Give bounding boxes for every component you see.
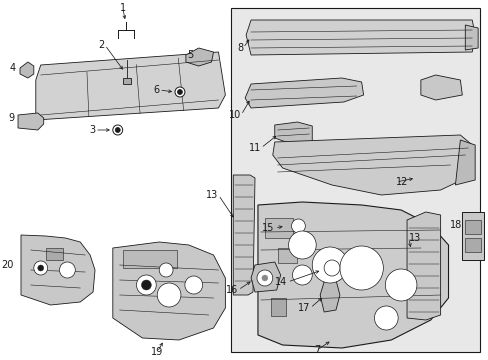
Circle shape — [141, 280, 151, 290]
Bar — [122, 250, 177, 268]
Circle shape — [38, 265, 43, 271]
Text: 20: 20 — [1, 260, 14, 270]
Circle shape — [291, 219, 305, 233]
Polygon shape — [113, 242, 225, 340]
Circle shape — [262, 275, 267, 281]
Polygon shape — [284, 215, 314, 236]
Circle shape — [175, 87, 184, 97]
Circle shape — [177, 90, 182, 95]
Circle shape — [256, 270, 272, 286]
Text: 18: 18 — [449, 220, 461, 230]
Circle shape — [288, 231, 316, 259]
Polygon shape — [245, 20, 474, 55]
Polygon shape — [454, 140, 474, 185]
Bar — [264, 218, 292, 238]
Bar — [465, 220, 480, 234]
Text: 19: 19 — [151, 347, 163, 357]
Polygon shape — [320, 280, 339, 312]
Circle shape — [374, 306, 397, 330]
Circle shape — [113, 125, 122, 135]
Polygon shape — [21, 235, 95, 305]
Circle shape — [324, 260, 339, 276]
Text: 13: 13 — [408, 233, 420, 243]
Circle shape — [136, 275, 156, 295]
Circle shape — [184, 276, 202, 294]
Text: 6: 6 — [153, 85, 159, 95]
Bar — [461, 212, 483, 260]
Polygon shape — [258, 202, 447, 348]
Circle shape — [312, 247, 347, 283]
Text: 3: 3 — [89, 125, 95, 135]
Polygon shape — [465, 25, 477, 50]
Bar — [122, 78, 130, 84]
Text: 10: 10 — [228, 110, 241, 120]
Polygon shape — [274, 122, 312, 146]
Text: 11: 11 — [248, 143, 261, 153]
Polygon shape — [233, 175, 254, 295]
Bar — [465, 238, 480, 252]
Circle shape — [115, 127, 120, 132]
Text: 17: 17 — [297, 303, 310, 313]
Polygon shape — [250, 262, 280, 292]
Polygon shape — [20, 62, 34, 78]
Circle shape — [159, 263, 173, 277]
Circle shape — [385, 269, 416, 301]
Text: 16: 16 — [225, 285, 238, 295]
Text: 1: 1 — [120, 3, 125, 13]
Text: 5: 5 — [186, 50, 193, 60]
Text: 4: 4 — [10, 63, 16, 73]
Text: 15: 15 — [262, 223, 274, 233]
Polygon shape — [18, 113, 43, 130]
Circle shape — [157, 283, 181, 307]
Text: 13: 13 — [206, 190, 218, 200]
Bar — [231, 8, 479, 352]
Circle shape — [339, 246, 383, 290]
Polygon shape — [420, 75, 461, 100]
Text: 7: 7 — [313, 345, 320, 355]
Text: 12: 12 — [395, 177, 408, 187]
Polygon shape — [185, 48, 213, 66]
Circle shape — [34, 261, 47, 275]
Polygon shape — [272, 135, 471, 195]
Text: 8: 8 — [237, 43, 243, 53]
Text: 2: 2 — [99, 40, 105, 50]
Bar — [45, 248, 63, 260]
Bar — [270, 298, 285, 316]
Polygon shape — [406, 212, 440, 320]
Polygon shape — [244, 78, 363, 108]
Circle shape — [60, 262, 75, 278]
Circle shape — [292, 265, 312, 285]
Text: 9: 9 — [8, 113, 14, 123]
Polygon shape — [36, 52, 225, 120]
Bar — [277, 248, 297, 263]
Text: 14: 14 — [275, 277, 287, 287]
Polygon shape — [320, 252, 343, 282]
